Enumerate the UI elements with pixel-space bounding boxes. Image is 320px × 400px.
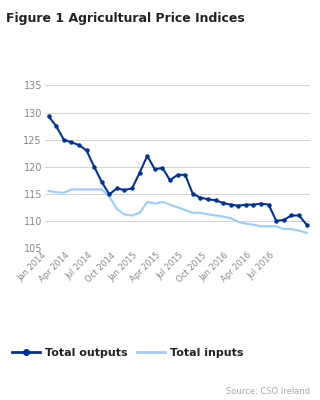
Legend: Total outputs, Total inputs: Total outputs, Total inputs — [12, 348, 244, 358]
Text: Figure 1 Agricultural Price Indices: Figure 1 Agricultural Price Indices — [6, 12, 245, 25]
Text: Source: CSO Ireland: Source: CSO Ireland — [226, 387, 310, 396]
